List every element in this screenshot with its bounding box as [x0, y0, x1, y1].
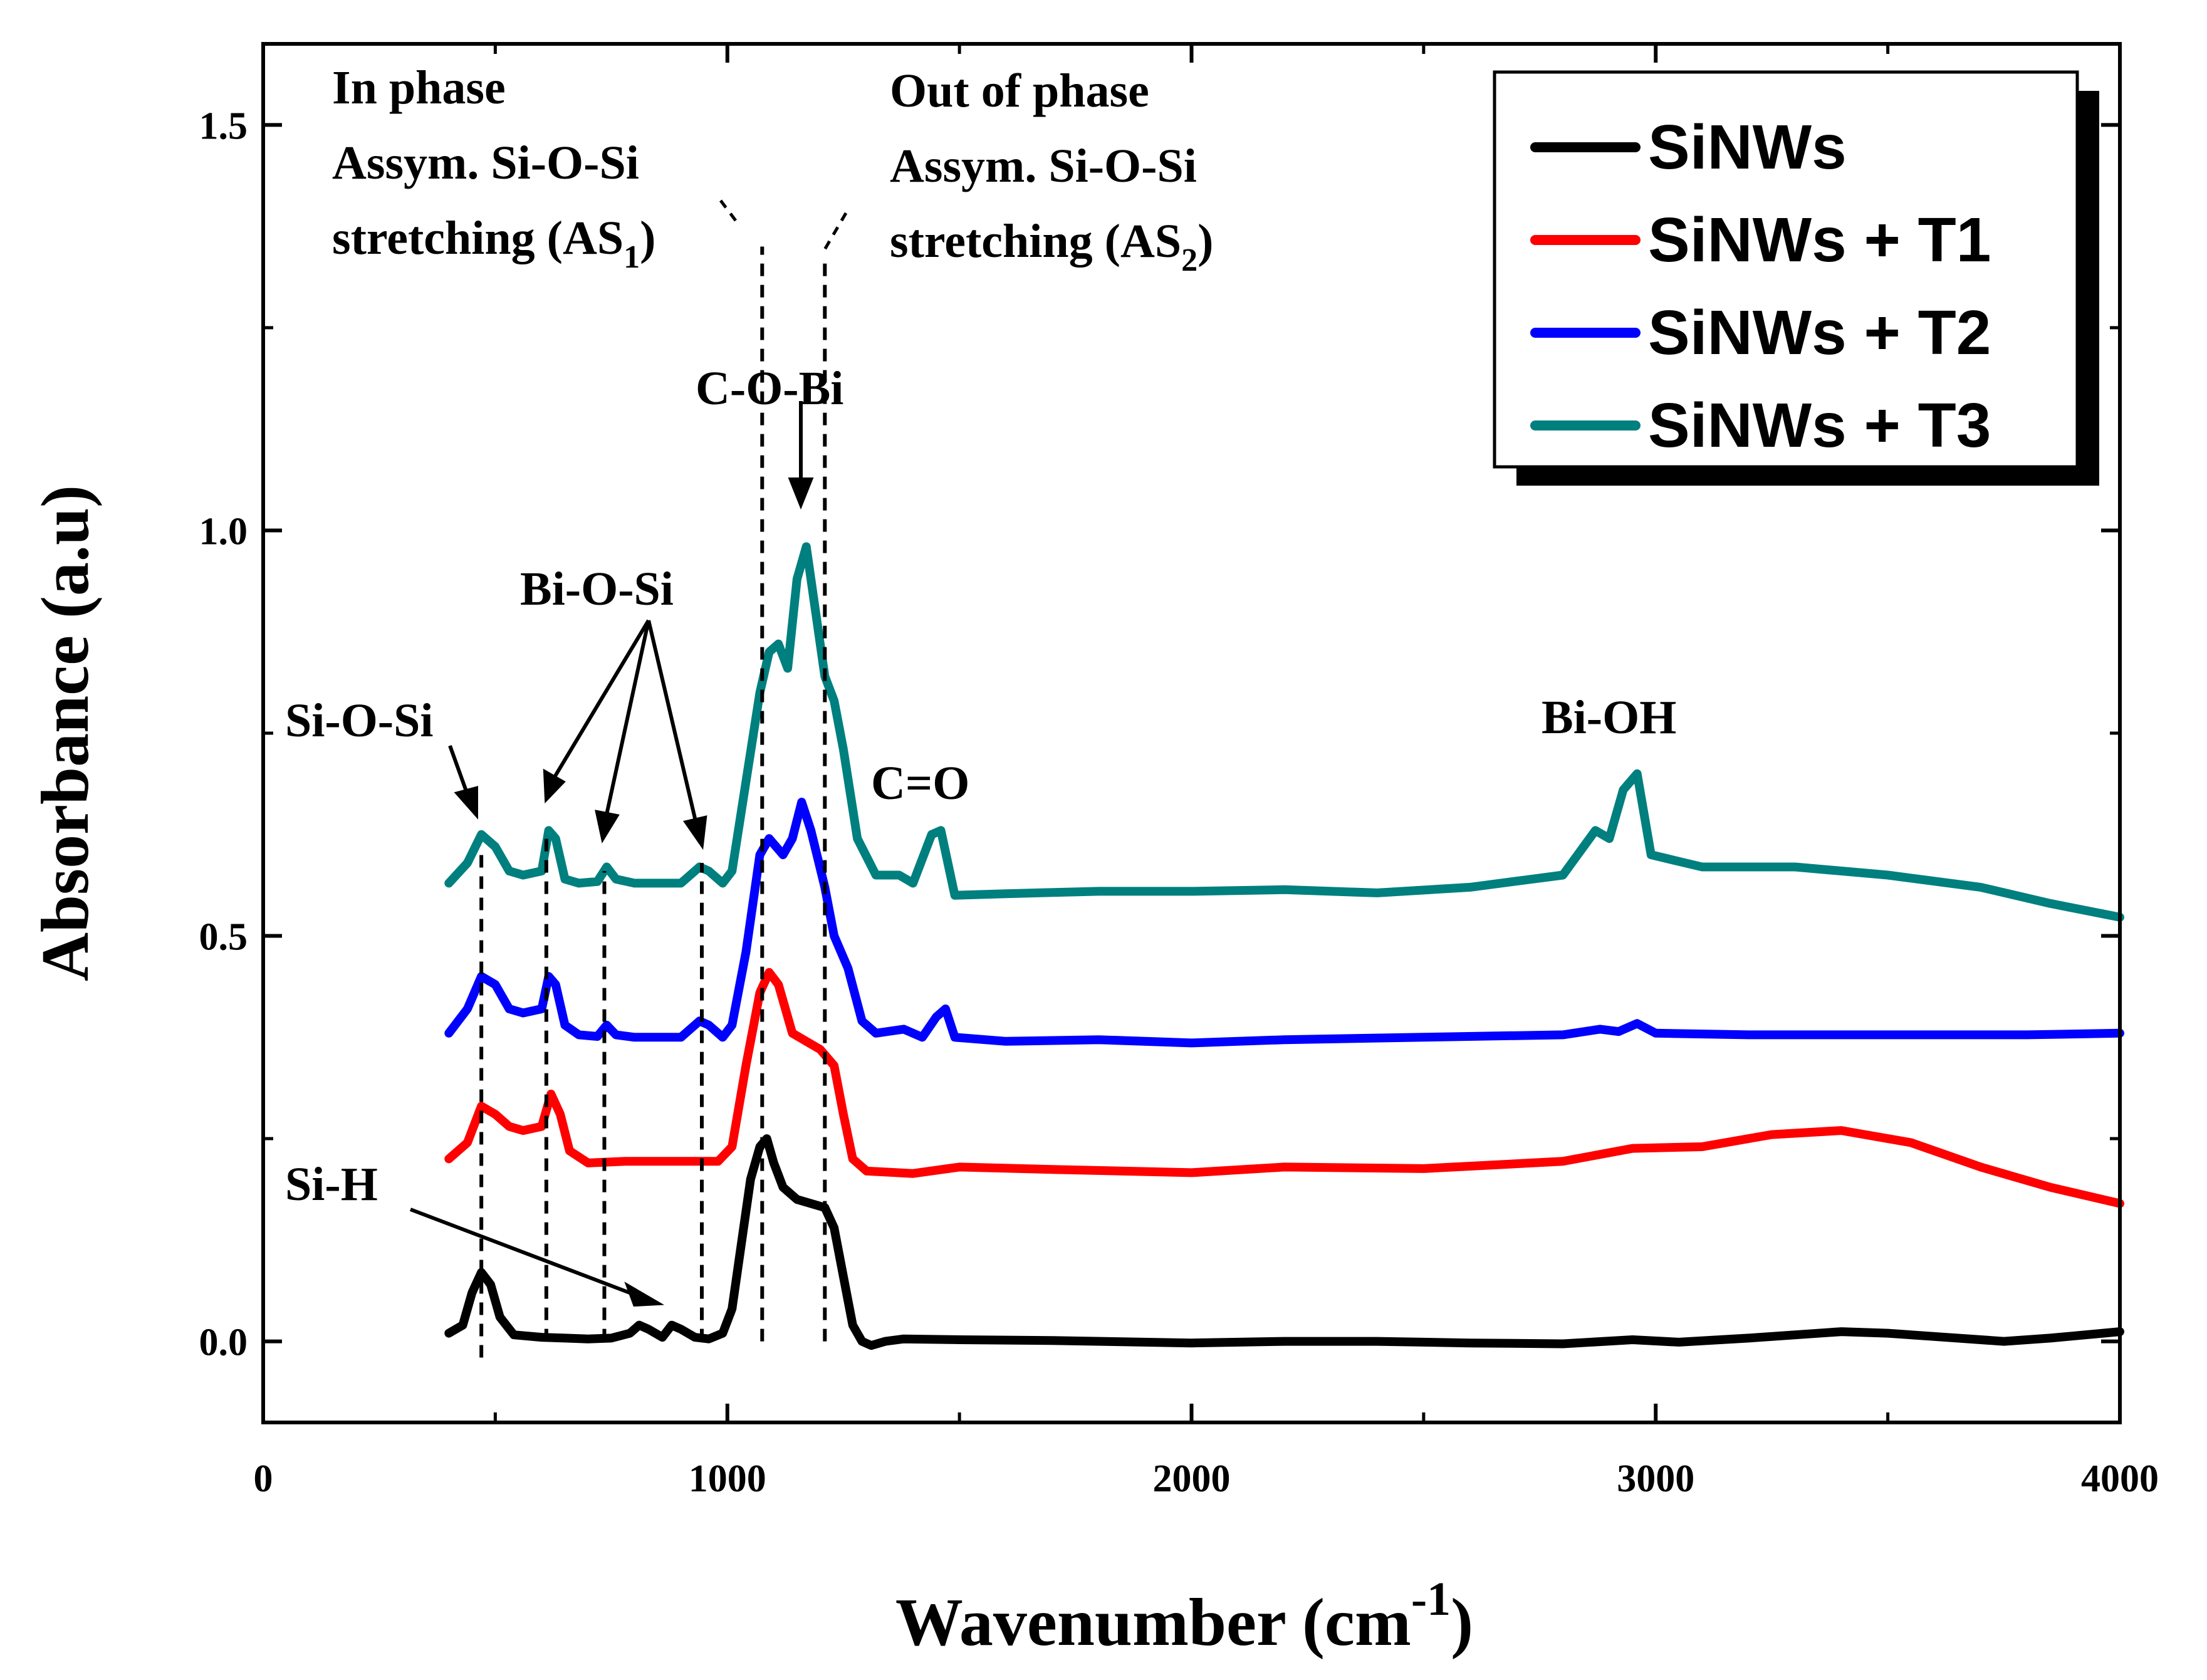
arrow-bi-o-si-1	[553, 619, 650, 778]
arrow-si-o-si	[448, 744, 469, 794]
annot-bi-o-si: Bi-O-Si	[520, 563, 674, 615]
annot-si-o-si: Si-O-Si	[285, 694, 434, 747]
legend-box	[1493, 70, 2079, 469]
annot-in-phase-line3-b: )	[640, 212, 655, 264]
series-line-3	[444, 542, 2124, 922]
annot-in-phase-line3-a: stretching (AS	[332, 212, 623, 264]
annot-out-phase-line1: Out of phase	[890, 65, 1149, 117]
leader-in-phase	[719, 199, 741, 227]
y-tick-label-0: 0.0	[199, 1322, 248, 1364]
x-axis-title-end: )	[1451, 1585, 1473, 1660]
leader-out-phase	[822, 212, 848, 252]
annot-out-phase-sub: 2	[1181, 243, 1197, 278]
y-tick-label-1: 0.5	[199, 916, 248, 959]
arrow-bi-o-si-3	[647, 620, 697, 822]
y-axis-title: Absorbance (a.u)	[28, 485, 103, 981]
annot-c-o-bi: C-O-Bi	[696, 362, 843, 415]
arrow-bi-o-si-2	[605, 620, 650, 815]
legend-label-3: SiNWs + T3	[1648, 390, 1991, 461]
axis-ticks: 0 1000 2000 3000 4000 0.0 0.5 1.0 1.5	[199, 44, 2159, 1500]
x-axis-title: Wavenumber (cm-1)	[895, 1573, 1473, 1660]
legend-label-0: SiNWs	[1648, 112, 1847, 182]
plot-area: 0 1000 2000 3000 4000 0.0 0.5 1.0 1.5	[199, 42, 2159, 1500]
annotations: In phase Assym. Si-O-Si stretching (AS1)…	[285, 61, 1676, 1307]
x-tick-label-0: 0	[254, 1458, 273, 1500]
annot-out-phase-line3: stretching (AS2)	[890, 215, 1213, 278]
arrow-si-h	[409, 1208, 634, 1296]
annot-bi-oh: Bi-OH	[1542, 691, 1676, 744]
annot-in-phase-line2: Assym. Si-O-Si	[332, 137, 639, 189]
guide-lines	[479, 246, 827, 1358]
arrow-c-o-bi-head	[788, 477, 814, 510]
arrow-bi-o-si-3-head	[683, 815, 707, 850]
annot-out-phase-line3-b: )	[1197, 215, 1213, 268]
arrow-bi-o-si-2-head	[595, 810, 620, 843]
annot-out-phase-line2: Assym. Si-O-Si	[890, 140, 1197, 192]
arrow-si-o-si-head	[454, 786, 478, 820]
annot-in-phase-line1: In phase	[332, 61, 506, 114]
x-axis-title-sup: -1	[1411, 1573, 1451, 1625]
series-line-0	[444, 1134, 2124, 1350]
legend-label-2: SiNWs + T2	[1648, 298, 1991, 368]
annot-si-h: Si-H	[285, 1158, 378, 1211]
legend: SiNWs SiNWs + T1 SiNWs + T2 SiNWs + T3	[1493, 70, 2099, 486]
y-tick-label-3: 1.5	[199, 105, 248, 147]
annot-out-phase-line3-a: stretching (AS	[890, 215, 1181, 268]
x-tick-label-4: 4000	[2081, 1458, 2159, 1500]
annotation-leaders	[719, 199, 848, 252]
x-tick-label-3: 3000	[1617, 1458, 1694, 1500]
annotation-arrows	[409, 401, 814, 1307]
x-tick-label-1: 1000	[689, 1458, 766, 1500]
legend-items: SiNWs SiNWs + T1 SiNWs + T2 SiNWs + T3	[1530, 112, 1991, 461]
arrow-bi-o-si-1-head	[543, 768, 566, 804]
annot-in-phase-line3: stretching (AS1)	[332, 212, 655, 275]
y-tick-label-2: 1.0	[199, 510, 248, 553]
legend-label-1: SiNWs + T1	[1648, 205, 1991, 275]
x-axis-title-main: Wavenumber (cm	[895, 1585, 1411, 1660]
arrow-si-h-head	[624, 1281, 665, 1307]
series-line-2	[444, 798, 2124, 1048]
annot-c-eq-o: C=O	[871, 757, 969, 810]
x-tick-label-2: 2000	[1153, 1458, 1231, 1500]
annot-in-phase-sub: 1	[623, 239, 640, 275]
